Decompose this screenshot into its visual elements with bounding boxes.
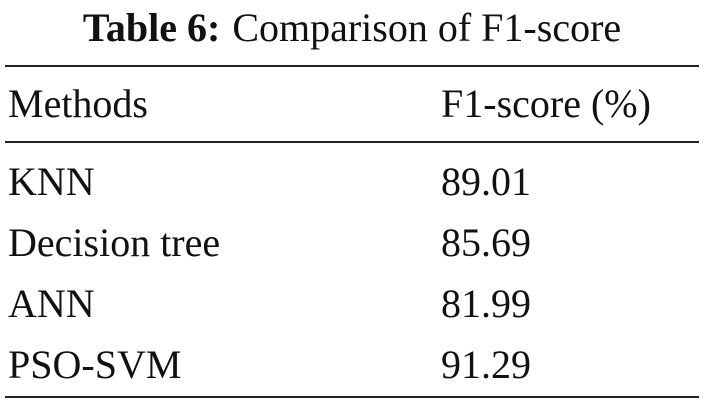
header-rule: [5, 141, 699, 143]
bottom-rule: [5, 396, 699, 398]
method-cell: ANN: [8, 281, 95, 326]
score-cell: 91.29: [441, 342, 531, 387]
method-cell: KNN: [8, 159, 95, 204]
method-cell: PSO-SVM: [8, 342, 182, 387]
caption-text: Comparison of F1-score: [232, 5, 622, 50]
table-caption: Table 6: Comparison of F1-score: [0, 4, 704, 52]
score-cell: 89.01: [441, 159, 531, 204]
caption-label: Table 6:: [82, 5, 221, 50]
method-cell: Decision tree: [8, 220, 221, 265]
header-cell: F1-score (%): [441, 81, 651, 126]
header-cell: Methods: [8, 81, 148, 126]
score-cell: 81.99: [441, 281, 531, 326]
top-rule: [5, 65, 699, 67]
score-cell: 85.69: [441, 220, 531, 265]
